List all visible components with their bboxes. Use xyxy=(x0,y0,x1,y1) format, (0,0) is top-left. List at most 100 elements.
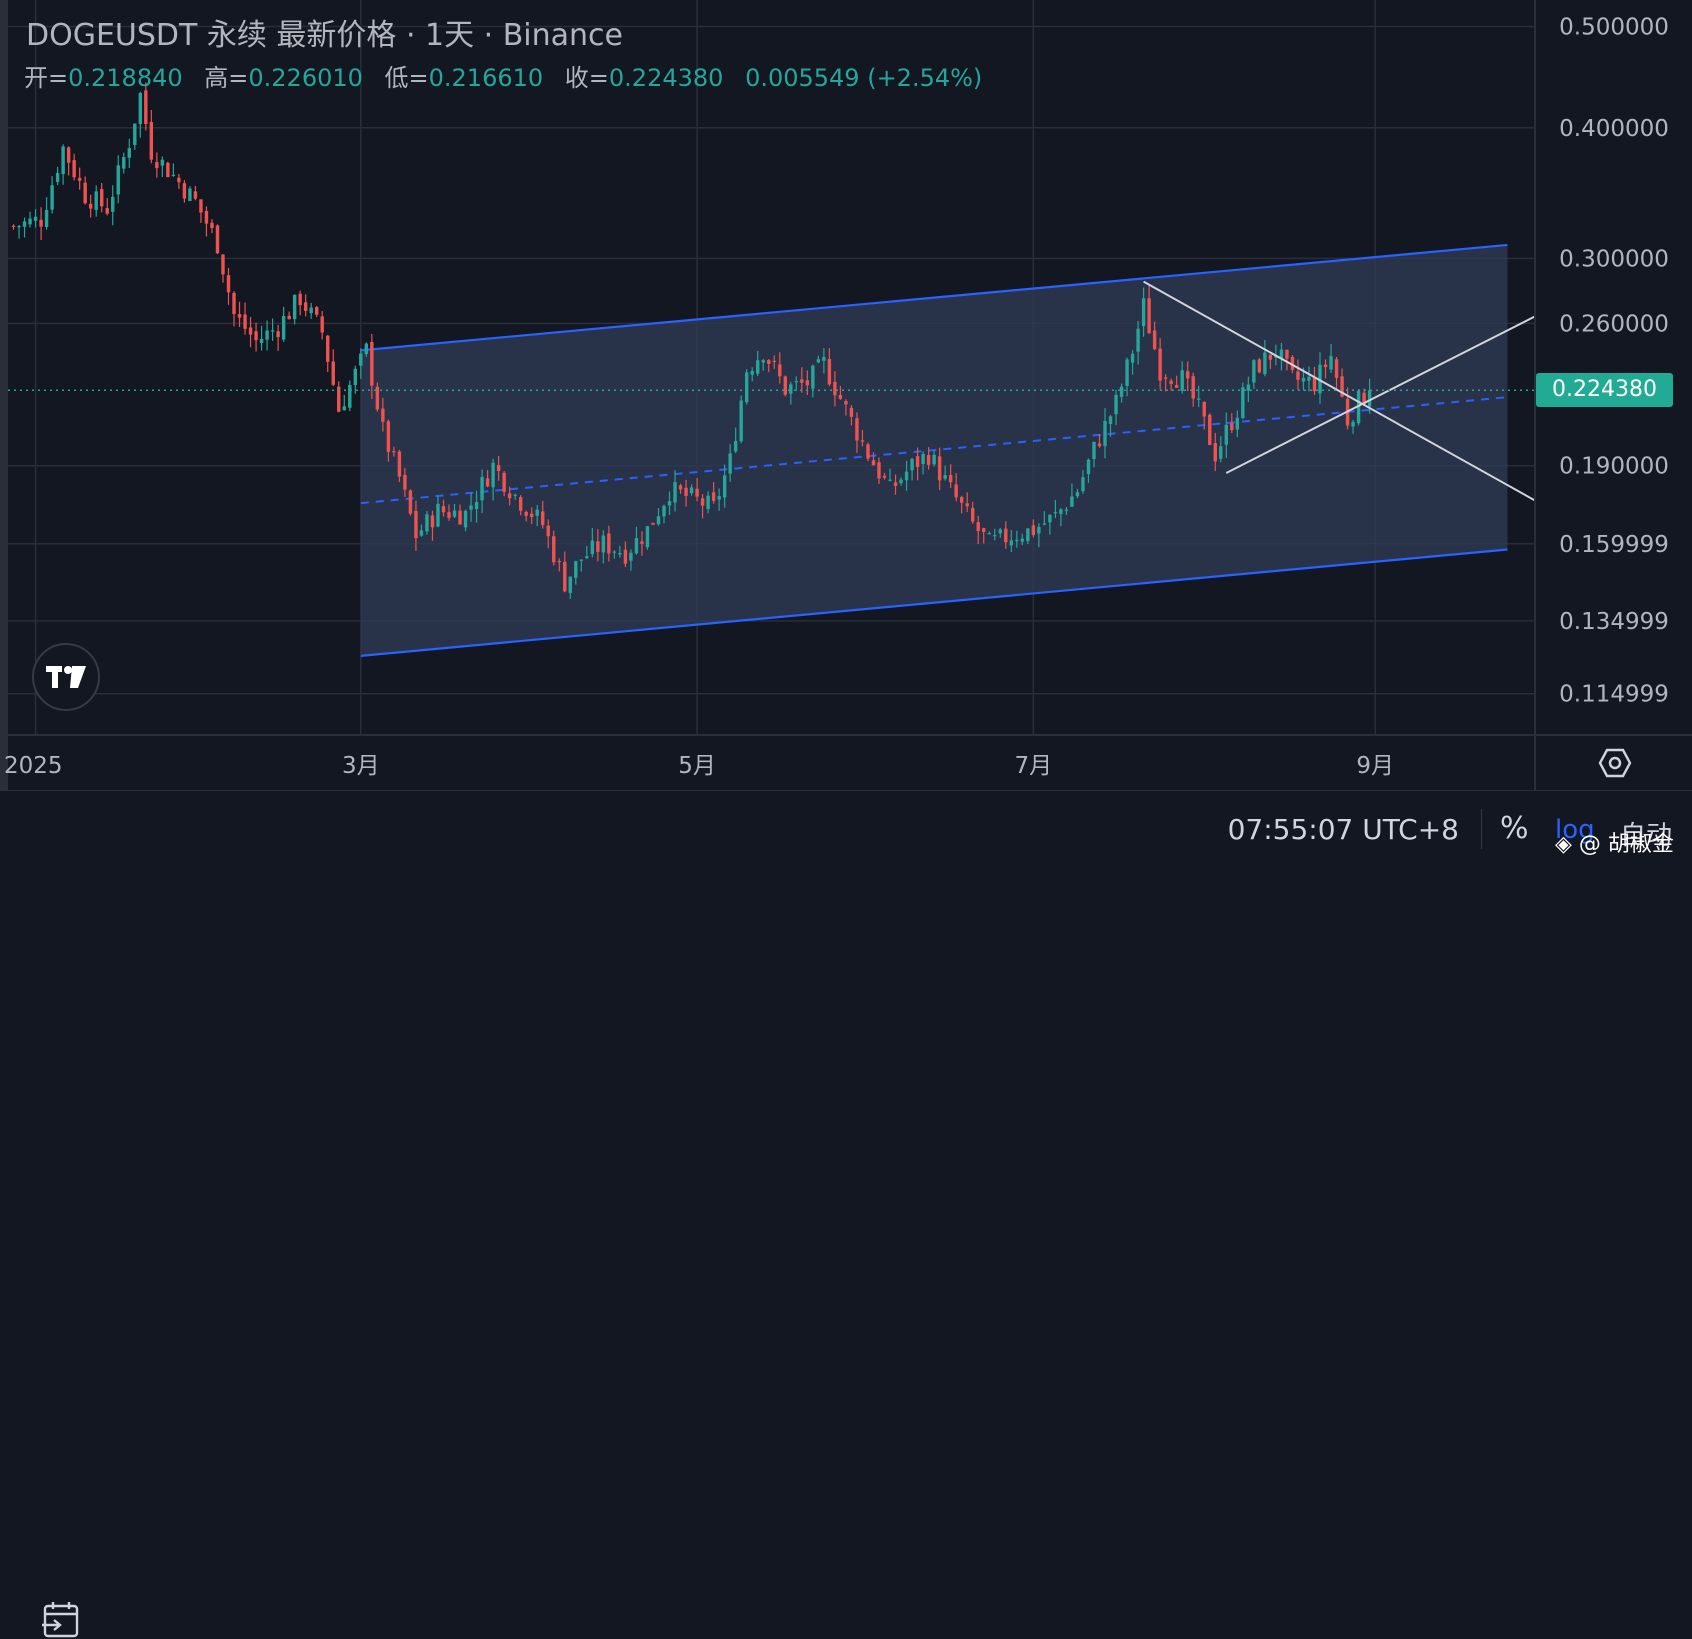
candle-body xyxy=(689,487,694,494)
candle-body xyxy=(144,90,148,124)
candle-body xyxy=(403,474,407,490)
channel-drawing[interactable] xyxy=(360,243,1508,657)
y-tick-label: 0.300000 xyxy=(1559,246,1669,272)
candle-body xyxy=(276,331,280,338)
candle-body xyxy=(1009,540,1014,546)
candle-body xyxy=(11,225,16,228)
candle-body xyxy=(1351,421,1355,427)
candle-body xyxy=(529,513,534,518)
percent-scale-button[interactable]: % xyxy=(1500,811,1529,846)
candle-body xyxy=(1026,528,1030,542)
candle-body xyxy=(447,512,451,518)
candle-body xyxy=(105,208,109,214)
candle-body xyxy=(83,182,87,204)
candle-body xyxy=(1136,328,1140,352)
candle-body xyxy=(61,146,65,175)
candle-body xyxy=(700,498,705,506)
candle-body xyxy=(932,454,936,465)
candle-body xyxy=(1285,349,1289,359)
candle-body xyxy=(937,456,942,481)
candle-body xyxy=(921,453,925,465)
candle-body xyxy=(910,459,914,471)
candle-body xyxy=(756,360,760,374)
candle-body xyxy=(943,475,947,479)
tradingview-logo-icon[interactable] xyxy=(32,643,100,711)
candles[interactable] xyxy=(11,82,1372,599)
ohlc-legend: 开=0.218840 高=0.226010 低=0.216610 收=0.224… xyxy=(24,58,982,93)
candle-body xyxy=(292,294,297,320)
candle-body xyxy=(1191,376,1195,399)
candle-body xyxy=(717,496,721,500)
candle-body xyxy=(838,395,843,399)
candle-body xyxy=(1318,364,1322,394)
candle-body xyxy=(1246,384,1251,391)
candle-body xyxy=(1257,359,1262,373)
candle-body xyxy=(1296,371,1300,380)
candle-body xyxy=(364,343,369,355)
x-tick-label: 7月 xyxy=(1015,753,1053,779)
candle-body xyxy=(971,507,975,522)
candle-body xyxy=(77,177,82,181)
candle-body xyxy=(1004,528,1008,543)
candle-body xyxy=(1312,377,1317,392)
log-scale-button[interactable]: log xyxy=(1555,815,1595,845)
candle-body xyxy=(590,540,595,555)
candle-body xyxy=(1119,386,1124,397)
candle-body xyxy=(1125,359,1129,386)
candle-body xyxy=(419,530,424,536)
candle-body xyxy=(1367,390,1372,407)
candle-body xyxy=(441,506,446,513)
candle-body xyxy=(982,528,986,533)
candle-body xyxy=(684,487,688,496)
candle-body xyxy=(1202,401,1206,417)
candle-body xyxy=(425,514,429,532)
candle-body xyxy=(1037,526,1041,534)
candle-body xyxy=(783,376,787,395)
candle-body xyxy=(226,275,231,293)
change-value: 0.005549 (+2.54%) xyxy=(745,64,983,92)
candle-body xyxy=(193,191,198,199)
candle-body xyxy=(1147,298,1151,334)
calendar-goto-icon[interactable] xyxy=(40,1601,82,1639)
y-tick-label: 0.114999 xyxy=(1559,682,1669,708)
candle-body xyxy=(480,477,484,501)
candle-body xyxy=(287,315,291,320)
candle-body xyxy=(17,226,21,228)
candle-body xyxy=(871,460,876,466)
auto-scale-button[interactable]: 自动 xyxy=(1620,821,1673,851)
candle-body xyxy=(122,157,126,169)
candle-body xyxy=(55,172,60,182)
chart-settings-icon[interactable] xyxy=(1598,748,1632,778)
candle-body xyxy=(711,492,716,501)
candle-body xyxy=(915,456,920,467)
candle-body xyxy=(281,316,286,340)
last-price-tag: 0.224380 xyxy=(1536,373,1673,408)
candle-body xyxy=(1103,420,1107,447)
price-chart[interactable]: 0.500000 0.400000 0.300000 0.260000 0.190000… xyxy=(0,0,1692,866)
candle-body xyxy=(1059,509,1063,515)
candle-body xyxy=(408,490,413,514)
candle-body xyxy=(1224,424,1229,445)
candle-body xyxy=(1268,354,1273,360)
y-tick-label: 0.500000 xyxy=(1559,14,1669,40)
candle-body xyxy=(182,183,187,199)
candle-body xyxy=(199,199,203,213)
candle-body xyxy=(370,341,374,386)
candle-body xyxy=(855,418,859,441)
candle-body xyxy=(546,525,550,537)
candle-body xyxy=(816,359,821,363)
ascending-channel-upper xyxy=(360,243,1508,352)
candle-body xyxy=(1208,414,1212,445)
trendline-drawings[interactable] xyxy=(8,280,1536,502)
candle-body xyxy=(1031,525,1036,536)
candle-body xyxy=(579,559,584,561)
candle-body xyxy=(342,406,346,411)
time-readout[interactable]: 07:55:07 UTC+8 xyxy=(1227,813,1459,846)
close-label: 收= xyxy=(564,64,609,92)
candle-body xyxy=(303,302,308,311)
candle-body xyxy=(171,174,176,176)
watermark-text: @ 胡椒金 xyxy=(1578,832,1674,857)
close-value: 0.224380 xyxy=(608,64,724,92)
candle-body xyxy=(1114,394,1118,415)
candle-body xyxy=(1097,443,1102,447)
